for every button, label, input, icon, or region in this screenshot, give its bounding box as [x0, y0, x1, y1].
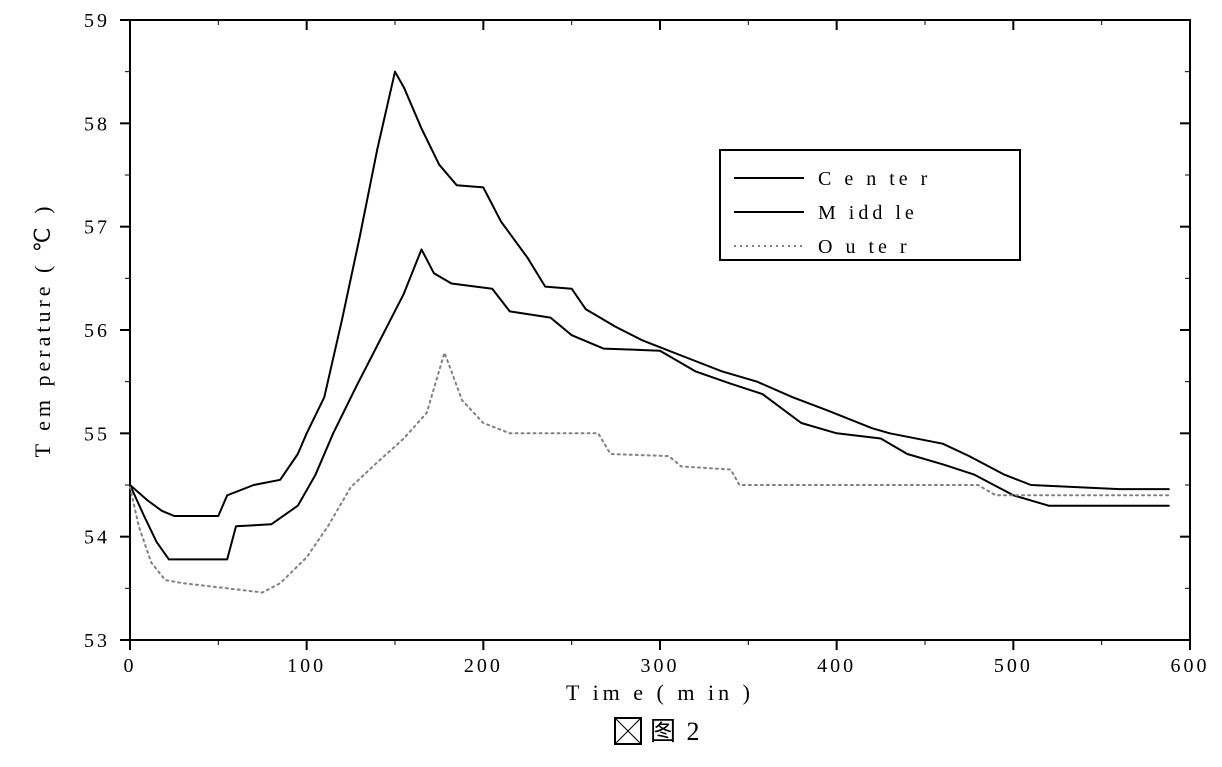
chart-bg — [0, 0, 1222, 767]
x-tick-label: 500 — [994, 655, 1033, 677]
x-tick-label: 100 — [287, 655, 326, 677]
x-tick-label: 200 — [464, 655, 503, 677]
y-tick-label: 53 — [84, 630, 110, 652]
x-tick-label: 600 — [1171, 655, 1210, 677]
legend-label: M idd le — [818, 202, 918, 224]
x-tick-label: 400 — [817, 655, 856, 677]
legend-label: C e n te r — [818, 168, 931, 190]
figure-caption: 图 2 — [650, 717, 702, 746]
y-tick-label: 55 — [84, 423, 110, 445]
x-axis-label: T im e ( m in ) — [566, 680, 754, 705]
x-tick-label: 0 — [124, 655, 137, 677]
y-tick-label: 57 — [84, 217, 110, 239]
legend-label: O u te r — [818, 236, 911, 258]
y-tick-label: 54 — [84, 527, 110, 549]
x-tick-label: 300 — [641, 655, 680, 677]
chart-container: 0 100 200 300 400 500 600 53 54 55 56 57 58 59 T im e … — [0, 0, 1222, 767]
y-tick-label: 58 — [84, 113, 110, 135]
line-chart: 0 100 200 300 400 500 600 53 54 55 56 57 58 59 T im e … — [0, 0, 1222, 767]
y-axis-label: T em perature ( ℃ ) — [30, 203, 55, 458]
y-tick-label: 59 — [84, 10, 110, 32]
y-tick-label: 56 — [84, 320, 110, 342]
